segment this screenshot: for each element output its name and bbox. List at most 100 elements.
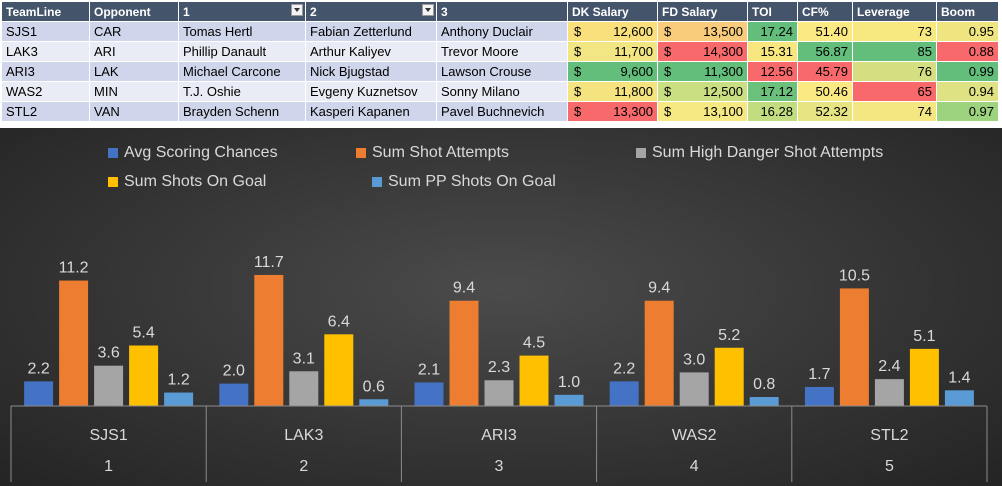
bar[interactable]: [554, 394, 584, 406]
bar[interactable]: [254, 274, 284, 406]
cell-player1[interactable]: Michael Carcone: [178, 61, 306, 82]
cell-cf[interactable]: 50.46: [797, 81, 853, 102]
cell-boom[interactable]: 0.97: [936, 101, 999, 122]
col-header-player2[interactable]: 2: [305, 1, 437, 22]
cell-boom[interactable]: 0.99: [936, 61, 999, 82]
filter-dropdown-icon[interactable]: [422, 4, 434, 16]
cell-player3[interactable]: Lawson Crouse: [436, 61, 568, 82]
bar[interactable]: [164, 392, 194, 406]
cell-cf[interactable]: 56.87: [797, 41, 853, 62]
cell-opponent[interactable]: MIN: [89, 81, 179, 102]
bar[interactable]: [749, 397, 779, 406]
legend-item-avg-scoring-chances[interactable]: Avg Scoring Chances: [108, 144, 278, 162]
legend-item-sum-pp-shots-on-goal[interactable]: Sum PP Shots On Goal: [372, 173, 556, 191]
cell-player2[interactable]: Nick Bjugstad: [305, 61, 437, 82]
col-header-player3[interactable]: 3: [436, 1, 568, 22]
cell-opponent[interactable]: LAK: [89, 61, 179, 82]
cell-player1[interactable]: Brayden Schenn: [178, 101, 306, 122]
cell-fd-salary[interactable]: $11,300: [657, 61, 748, 82]
bar[interactable]: [449, 300, 479, 406]
cell-player1[interactable]: Phillip Danault: [178, 41, 306, 62]
cell-player3[interactable]: Sonny Milano: [436, 81, 568, 102]
cell-player2[interactable]: Fabian Zetterlund: [305, 21, 437, 42]
cell-player1[interactable]: Tomas Hertl: [178, 21, 306, 42]
cell-fd-salary[interactable]: $13,100: [657, 101, 748, 122]
cell-player3[interactable]: Pavel Buchnevich: [436, 101, 568, 122]
cell-toi[interactable]: 17.24: [747, 21, 798, 42]
bar[interactable]: [679, 372, 709, 406]
bar[interactable]: [24, 381, 54, 406]
cell-fd-salary[interactable]: $13,500: [657, 21, 748, 42]
cell-player3[interactable]: Trevor Moore: [436, 41, 568, 62]
filter-dropdown-icon[interactable]: [291, 4, 303, 16]
bar[interactable]: [324, 334, 354, 406]
legend-item-sum-shots-on-goal[interactable]: Sum Shots On Goal: [108, 173, 266, 191]
cell-dk-salary[interactable]: $12,600: [567, 21, 658, 42]
cell-player2[interactable]: Kasperi Kapanen: [305, 101, 437, 122]
col-header-opponent[interactable]: Opponent: [89, 1, 179, 22]
cell-fd-salary[interactable]: $12,500: [657, 81, 748, 102]
bar[interactable]: [874, 379, 904, 406]
cell-player2[interactable]: Arthur Kaliyev: [305, 41, 437, 62]
cell-toi[interactable]: 16.28: [747, 101, 798, 122]
cell-dk-salary[interactable]: $13,300: [567, 101, 658, 122]
cell-dk-salary[interactable]: $11,800: [567, 81, 658, 102]
cell-teamline[interactable]: SJS1: [1, 21, 90, 42]
col-header-boom[interactable]: Boom: [936, 1, 999, 22]
cell-dk-salary[interactable]: $9,600: [567, 61, 658, 82]
cell-teamline[interactable]: WAS2: [1, 81, 90, 102]
cell-leverage[interactable]: 65: [852, 81, 937, 102]
cell-leverage[interactable]: 73: [852, 21, 937, 42]
legend-item-sum-shot-attempts[interactable]: Sum Shot Attempts: [356, 144, 509, 162]
bar[interactable]: [944, 390, 974, 406]
bar[interactable]: [289, 371, 319, 406]
bar[interactable]: [714, 347, 744, 406]
cell-boom[interactable]: 0.94: [936, 81, 999, 102]
cell-opponent[interactable]: VAN: [89, 101, 179, 122]
col-header-toi[interactable]: TOI: [747, 1, 798, 22]
cell-teamline[interactable]: STL2: [1, 101, 90, 122]
cell-opponent[interactable]: CAR: [89, 21, 179, 42]
col-header-dk-salary[interactable]: DK Salary: [567, 1, 658, 22]
bar[interactable]: [644, 300, 674, 406]
cell-player2[interactable]: Evgeny Kuznetsov: [305, 81, 437, 102]
bar[interactable]: [219, 383, 249, 406]
col-header-fd-salary[interactable]: FD Salary: [657, 1, 748, 22]
cell-player3[interactable]: Anthony Duclair: [436, 21, 568, 42]
cell-dk-salary[interactable]: $11,700: [567, 41, 658, 62]
cell-cf[interactable]: 52.32: [797, 101, 853, 122]
bar[interactable]: [484, 380, 514, 406]
cell-opponent[interactable]: ARI: [89, 41, 179, 62]
cell-fd-salary[interactable]: $14,300: [657, 41, 748, 62]
col-header-cf[interactable]: CF%: [797, 1, 853, 22]
cell-boom[interactable]: 0.88: [936, 41, 999, 62]
bar[interactable]: [609, 381, 639, 406]
bar[interactable]: [839, 288, 869, 406]
legend-item-sum-high-danger-shot-attempts[interactable]: Sum High Danger Shot Attempts: [636, 144, 883, 162]
cell-teamline[interactable]: ARI3: [1, 61, 90, 82]
cell-leverage[interactable]: 76: [852, 61, 937, 82]
col-header-leverage[interactable]: Leverage: [852, 1, 937, 22]
cell-boom[interactable]: 0.95: [936, 21, 999, 42]
cell-cf[interactable]: 51.40: [797, 21, 853, 42]
cell-cf[interactable]: 45.79: [797, 61, 853, 82]
cell-toi[interactable]: 15.31: [747, 41, 798, 62]
legend-swatch: [108, 177, 118, 187]
cell-leverage[interactable]: 85: [852, 41, 937, 62]
cell-player1[interactable]: T.J. Oshie: [178, 81, 306, 102]
cell-leverage[interactable]: 74: [852, 101, 937, 122]
cell-toi[interactable]: 17.12: [747, 81, 798, 102]
col-header-player1[interactable]: 1: [178, 1, 306, 22]
bar[interactable]: [804, 386, 834, 406]
bar[interactable]: [359, 399, 389, 406]
bar[interactable]: [519, 355, 549, 406]
col-header-teamline[interactable]: TeamLine: [1, 1, 90, 22]
bar[interactable]: [129, 345, 159, 406]
bar[interactable]: [909, 348, 939, 406]
cell-toi[interactable]: 12.56: [747, 61, 798, 82]
bar[interactable]: [414, 382, 444, 406]
bar[interactable]: [59, 280, 89, 406]
bar[interactable]: [94, 365, 124, 406]
cell-teamline[interactable]: LAK3: [1, 41, 90, 62]
data-label: 3.6: [97, 345, 119, 362]
